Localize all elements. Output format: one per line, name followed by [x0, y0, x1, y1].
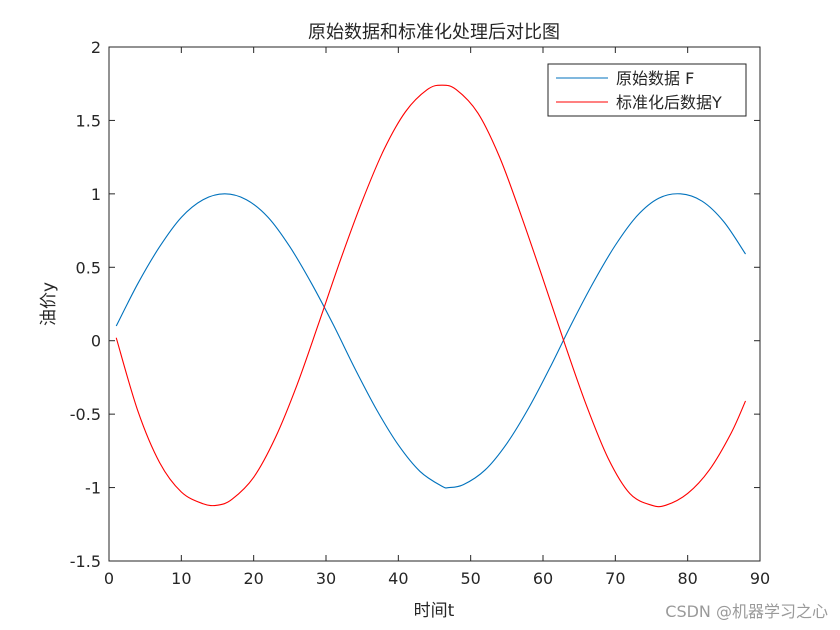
y-tick-label: 0 — [91, 332, 101, 351]
x-tick-label: 30 — [316, 569, 336, 588]
y-tick-label: -1.5 — [70, 552, 101, 571]
y-tick-label: 1 — [91, 185, 101, 204]
x-tick-label: 70 — [605, 569, 625, 588]
y-axis-label: 油价y — [39, 282, 59, 326]
x-tick-label: 50 — [460, 569, 480, 588]
y-tick-label: -0.5 — [70, 405, 101, 424]
y-tick-label: 2 — [91, 38, 101, 57]
x-tick-label: 20 — [243, 569, 263, 588]
watermark: CSDN @机器学习之心 — [665, 602, 828, 621]
legend: 原始数据 F 标准化后数据Y — [547, 63, 747, 117]
legend-label-original: 原始数据 F — [616, 69, 694, 88]
x-axis-label: 时间t — [414, 601, 455, 621]
series-line-standardized — [115, 84, 747, 508]
x-tick-label: 90 — [750, 569, 770, 588]
y-tick-label: -1 — [85, 479, 101, 498]
x-tick-label: 0 — [104, 569, 114, 588]
legend-box — [547, 63, 747, 117]
x-tick-label: 40 — [388, 569, 408, 588]
x-axis-ticks: 0 10 20 30 40 50 60 70 80 90 — [104, 47, 770, 588]
y-axis-ticks: -1.5 -1 -0.5 0 0.5 1 1.5 2 — [70, 38, 760, 571]
y-tick-label: 1.5 — [76, 111, 101, 130]
chart-title: 原始数据和标准化处理后对比图 — [308, 22, 560, 43]
x-tick-label: 10 — [171, 569, 191, 588]
series-line-original — [115, 193, 746, 489]
y-tick-label: 0.5 — [76, 258, 101, 277]
legend-label-standardized: 标准化后数据Y — [616, 93, 722, 112]
plot-area-frame — [108, 46, 761, 562]
x-tick-label: 60 — [533, 569, 553, 588]
series-layer — [115, 84, 747, 508]
x-tick-label: 80 — [677, 569, 697, 588]
